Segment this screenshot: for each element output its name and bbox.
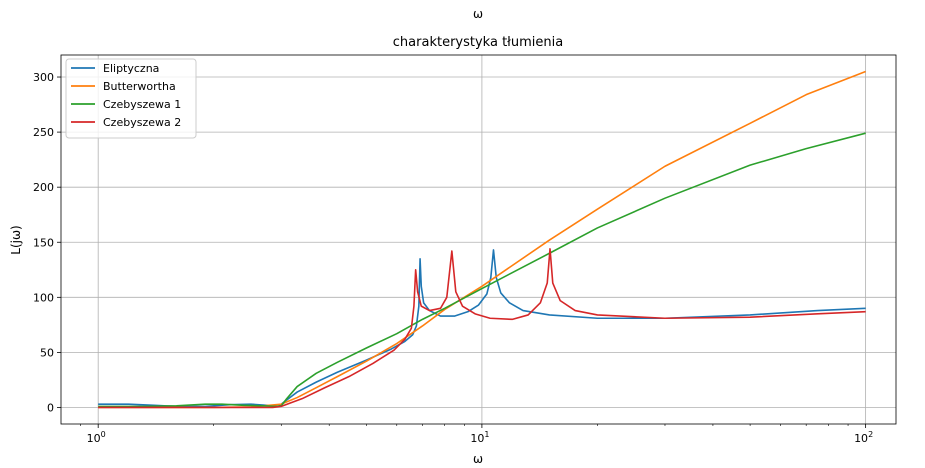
plot-frame [60, 54, 897, 425]
legend: Eliptyczna Butterwortha Czebyszewa 1 Czebys… [65, 58, 197, 139]
y-tick-label: 50 [40, 346, 54, 359]
y-tick-label: 100 [33, 291, 54, 304]
series-line-4 [98, 248, 866, 409]
legend-label-1: Eliptyczna [103, 62, 159, 75]
top-partial-xlabel: ω [473, 7, 483, 21]
y-tick-label: 200 [33, 181, 54, 194]
series-line-3 [98, 132, 866, 408]
axis-ticks: 100 101 102 0 50 100 150 200 250 300 [33, 71, 873, 445]
legend-label-3: Czebyszewa 1 [103, 98, 181, 111]
series-line-1 [98, 249, 866, 408]
x-tick-label: 102 [854, 430, 873, 445]
series-lines [98, 70, 866, 409]
legend-label-2: Butterwortha [103, 80, 176, 93]
y-tick-label: 250 [33, 126, 54, 139]
y-tick-label: 300 [33, 71, 54, 84]
x-axis-label: ω [473, 452, 483, 466]
x-tick-label: 101 [470, 430, 489, 445]
y-axis-label: L(jω) [9, 225, 23, 254]
x-tick-label: 100 [87, 430, 106, 445]
plot-area [61, 55, 896, 424]
y-tick-label: 0 [47, 401, 54, 414]
legend-label-4: Czebyszewa 2 [103, 116, 181, 129]
chart-title: charakterystyka tłumienia [393, 35, 563, 50]
legend-box [65, 58, 197, 139]
y-tick-label: 150 [33, 236, 54, 249]
